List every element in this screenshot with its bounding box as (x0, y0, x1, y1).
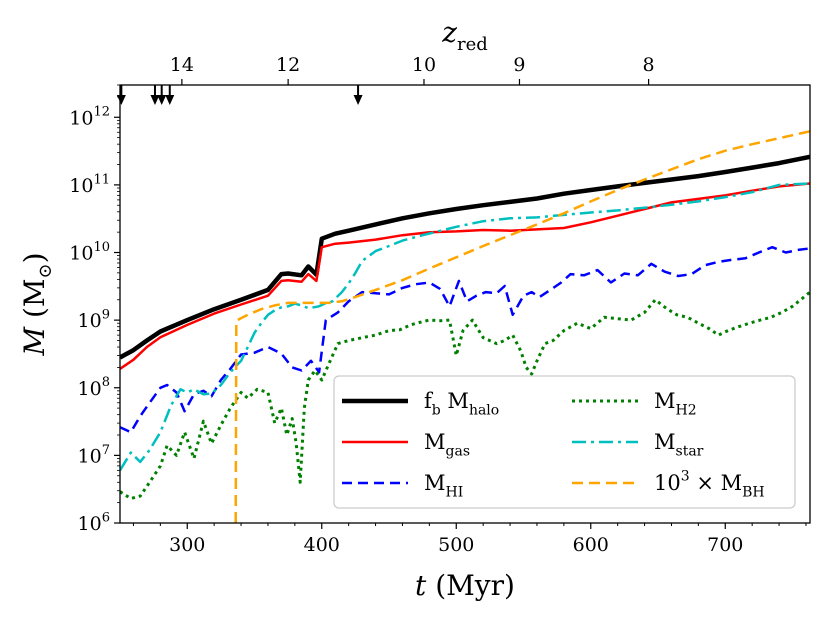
legend-box (333, 375, 796, 509)
redshift-arrow (157, 85, 167, 105)
redshift-arrow (165, 85, 175, 105)
series-line-fb_M_halo (120, 154, 810, 360)
x-tick-label: 700 (707, 534, 743, 556)
top-axis-label: zred (441, 16, 488, 55)
plot-frame (119, 84, 811, 524)
legend-label-M_gas: Mgas​ (424, 430, 470, 459)
x-axis-label: t (Myr) (415, 569, 515, 602)
redshift-arrow (353, 85, 363, 105)
legend: fb​ Mhalo​ Mgas​ MHI​ MH2​ Mstar​ 103​ × MBH​ (333, 375, 796, 509)
redshift-arrows (116, 85, 363, 105)
y-tick-label: 1011​ (69, 172, 110, 197)
series-layer (120, 130, 810, 523)
y-axis-label: M (M⊙) (18, 252, 56, 356)
y-tick-label: 108​ (78, 375, 110, 400)
legend-label-M_star: Mstar​ (654, 430, 704, 459)
y-tick-label: 107​ (78, 443, 110, 468)
redshift-arrow (150, 85, 160, 105)
top-tick-label: 8 (643, 54, 655, 76)
y-tick-label: 1012​ (69, 105, 110, 130)
y-tick-label: 109​ (78, 308, 110, 333)
axes-layer: 300 400 500 600 700 106​ 107​ 108​ 109​ 1010​ 1011… (18, 16, 807, 602)
legend-label-M_BH_x1000: 103​ × MBH​ (654, 469, 765, 501)
legend-label-M_HI: MHI​ (424, 471, 463, 500)
x-tick-label: 600 (573, 534, 609, 556)
redshift-arrow (116, 85, 126, 105)
series-line-M_star (120, 182, 810, 472)
y-tick-label: 106​ (78, 510, 110, 535)
top-tick-label: 10 (412, 54, 436, 76)
legend-label-M_H2: MH2​ (654, 389, 697, 418)
top-tick-label: 14 (170, 54, 194, 76)
legend-label-fb_M_halo: fb​ Mhalo​ (424, 389, 499, 418)
x-tick-label: 500 (438, 534, 474, 556)
top-tick-label: 12 (276, 54, 300, 76)
x-tick-label: 300 (169, 534, 205, 556)
top-tick-label: 9 (513, 54, 525, 76)
y-tick-label: 1010​ (69, 240, 110, 265)
series-line-M_H2 (120, 290, 810, 500)
series-line-M_BH_x1000 (234, 130, 810, 523)
x-tick-label: 400 (304, 534, 340, 556)
series-line-M_gas (120, 182, 810, 370)
